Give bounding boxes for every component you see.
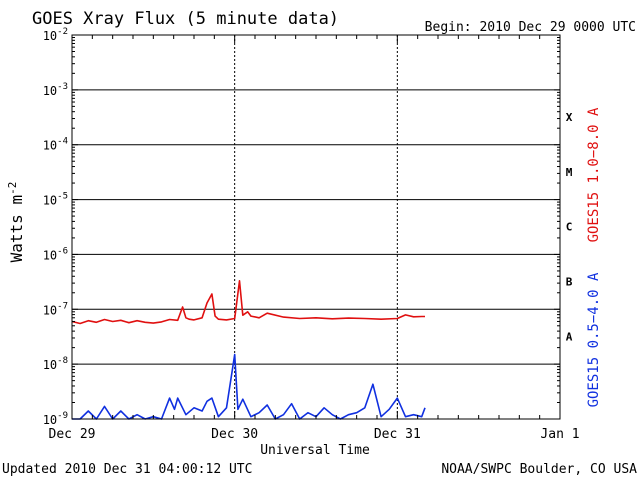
y-tick-exponent: -3 [57,82,68,92]
x-tick-label: Dec 29 [49,427,96,442]
flare-class-label: A [566,330,573,343]
updated-timestamp: Updated 2010 Dec 31 04:00:12 UTC [2,462,252,477]
y-tick-base: 10 [43,139,57,153]
series-line-short [72,353,426,420]
y-tick-exponent: -9 [57,411,68,421]
grid-layer [72,35,560,419]
y-tick-exponent: -2 [57,27,68,37]
y-tick-exponent: -4 [57,137,68,147]
y-tick-label: 10-9 [43,411,68,427]
y-tick-label: 10-2 [43,27,68,43]
y-axis-label-exponent: -2 [6,182,19,195]
y-axis-label: Watts m-2 [6,182,26,263]
y-tick-label: 10-3 [43,82,68,98]
y-tick-base: 10 [43,29,57,43]
flare-class-label: B [566,276,573,289]
y-tick-label: 10-6 [43,246,68,262]
y-tick-label: 10-5 [43,192,68,208]
y-tick-label: 10-4 [43,137,68,153]
y-tick-base: 10 [43,413,57,427]
flare-class-label: M [566,166,573,179]
legend-series-short: GOES15 0.5−4.0 A [586,272,602,407]
flare-class-label: X [566,111,573,124]
y-tick-base: 10 [43,358,57,372]
y-tick-exponent: -8 [57,356,68,366]
x-tick-label: Dec 31 [374,427,421,442]
y-tick-base: 10 [43,84,57,98]
y-tick-base: 10 [43,248,57,262]
y-tick-base: 10 [43,194,57,208]
plot-frame [71,34,561,420]
y-tick-exponent: -5 [57,192,68,202]
y-tick-label: 10-7 [43,301,68,317]
y-tick-exponent: -6 [57,246,68,256]
begin-label: Begin: 2010 Dec 29 0000 UTC [425,20,636,35]
series-layer [71,279,426,420]
flare-class-label: C [566,221,573,234]
legend-series-long: GOES15 1.0−8.0 A [586,107,602,242]
y-tick-base: 10 [43,303,57,317]
credit-label: NOAA/SWPC Boulder, CO USA [441,462,637,477]
series-line-long [71,279,425,325]
x-tick-label: Dec 30 [211,427,258,442]
x-axis-label: Universal Time [260,443,370,458]
chart-title: GOES Xray Flux (5 minute data) [32,9,339,29]
y-tick-exponent: -7 [57,301,68,311]
y-axis-label-text: Watts m [7,195,26,262]
x-tick-label: Jan 1 [540,427,579,442]
y-tick-label: 10-8 [43,356,68,372]
